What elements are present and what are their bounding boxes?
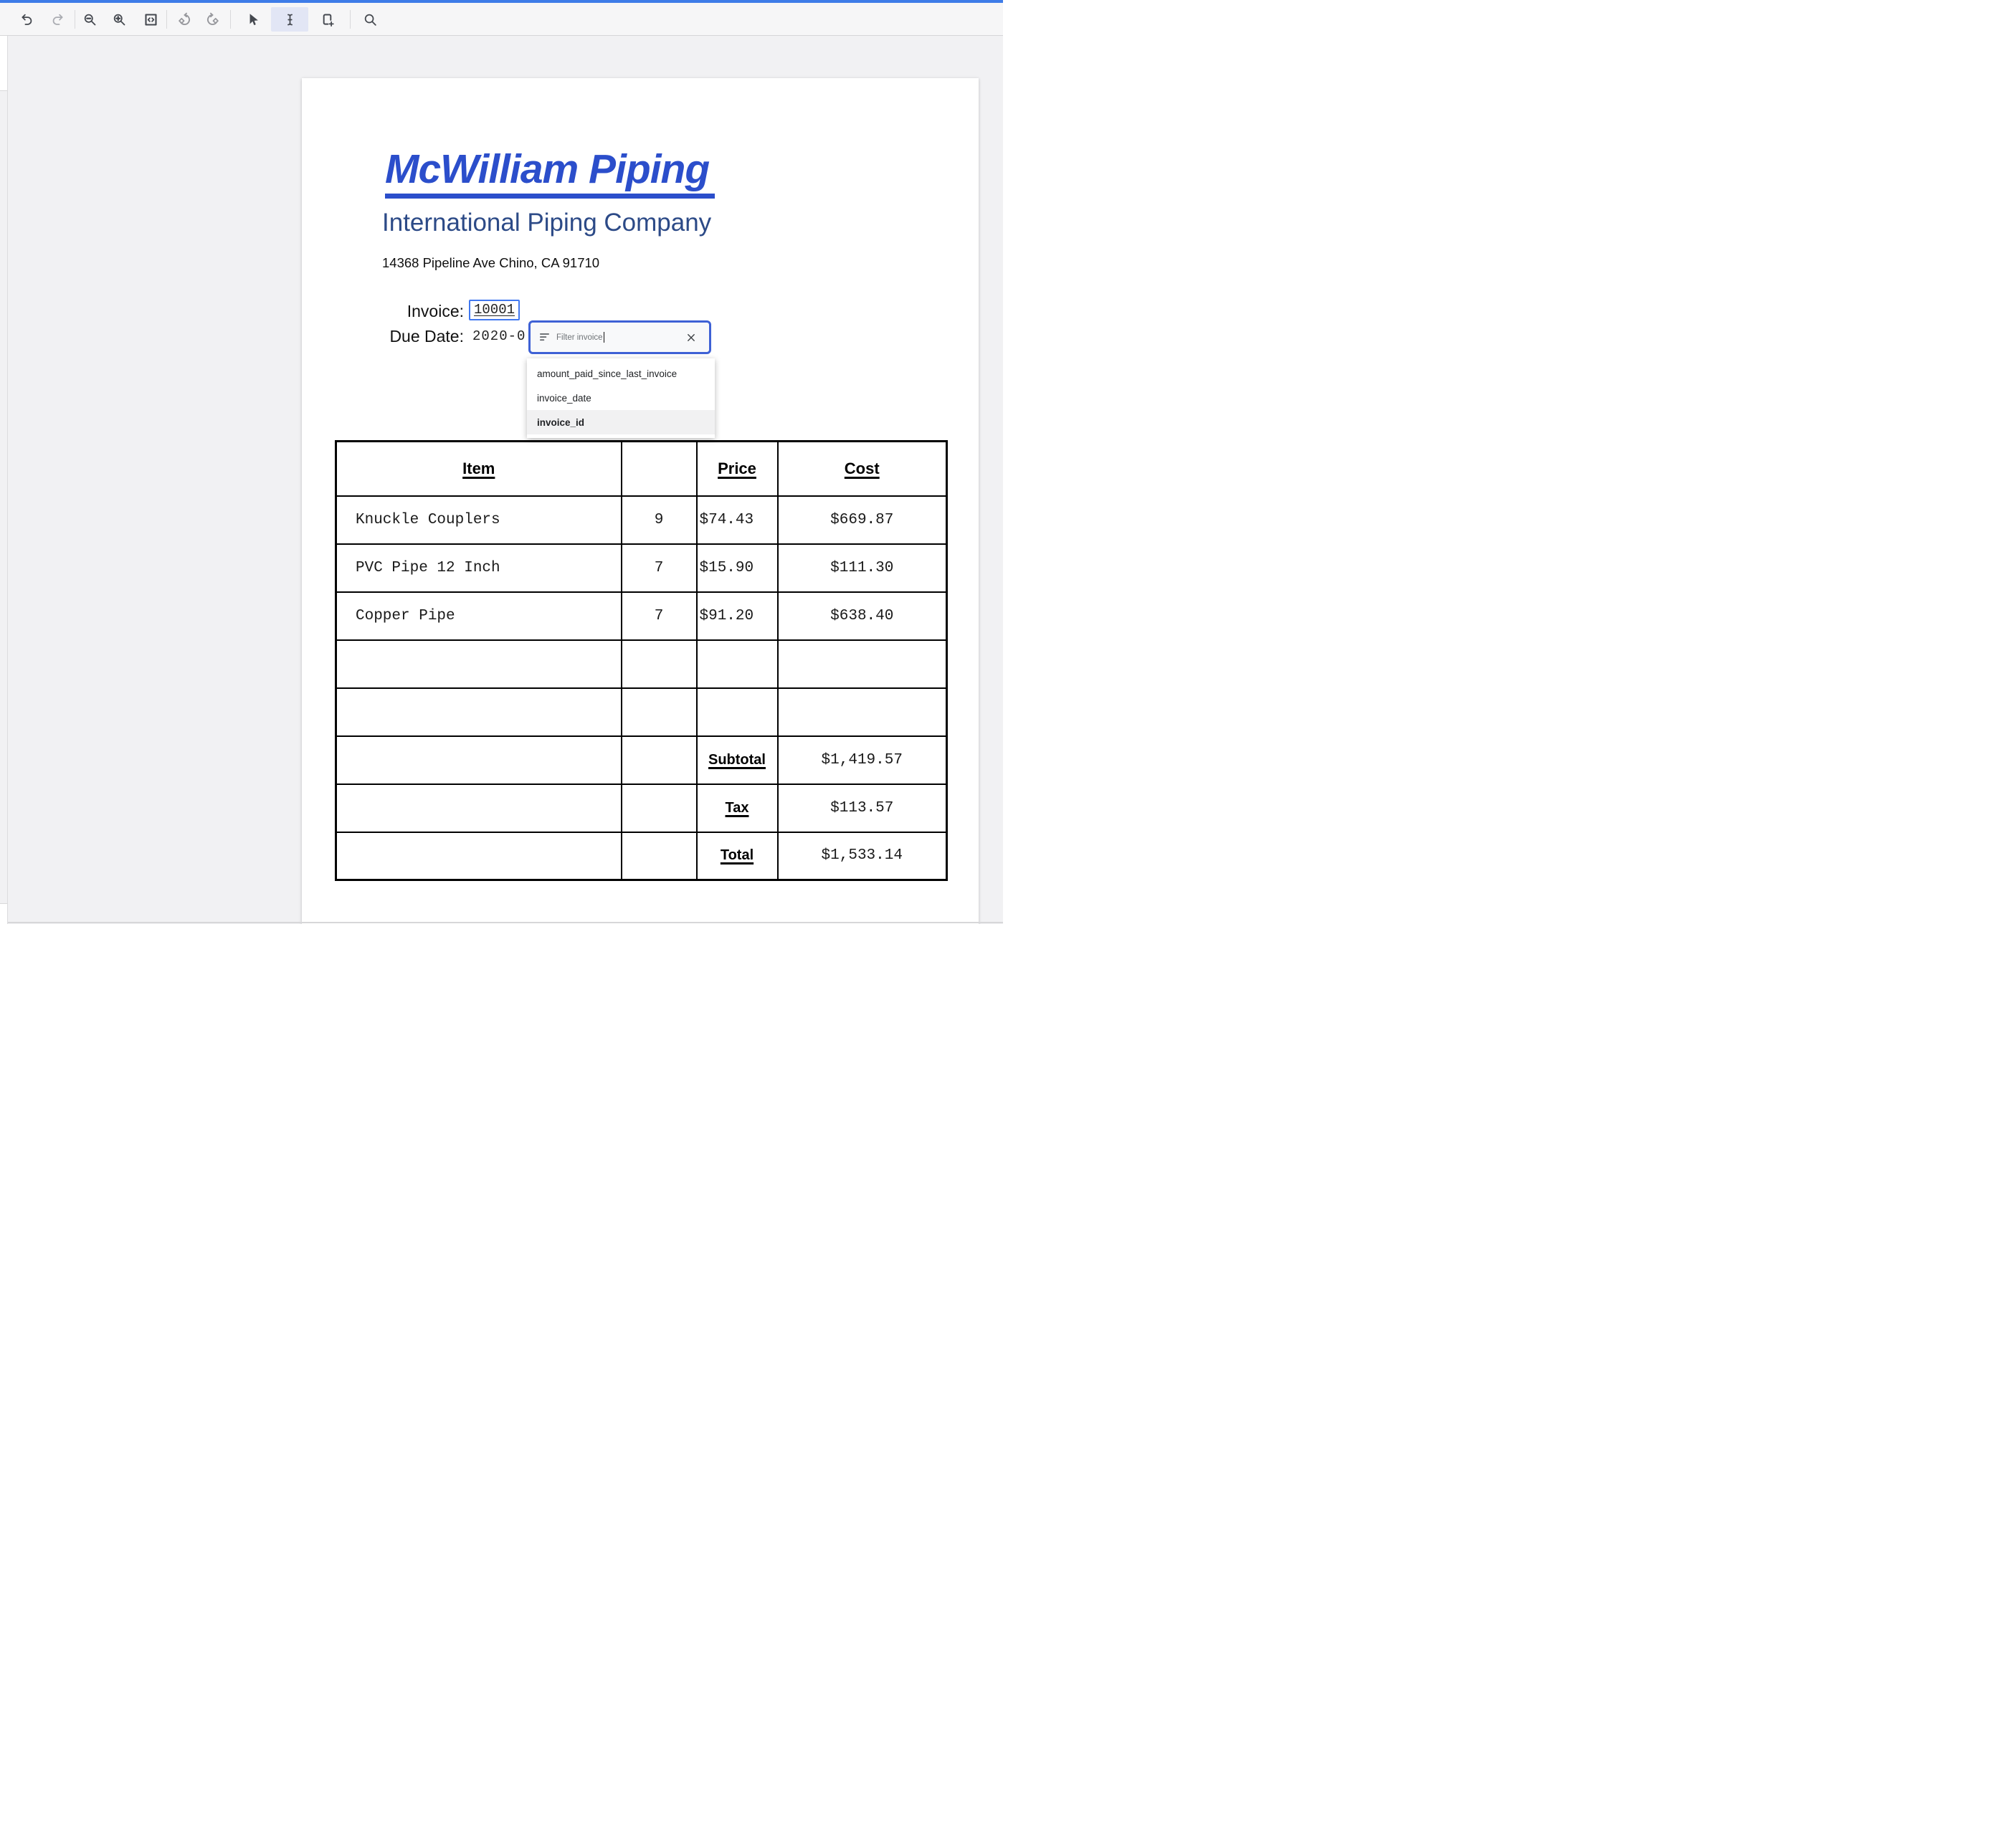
toolbar-divider [350,10,351,29]
toolbar-divider [230,10,231,29]
cell-qty: 7 [620,591,698,641]
zoom-out-button[interactable] [77,7,102,32]
zoom-in-button[interactable] [107,7,131,32]
cell-price [695,639,779,689]
cell-cost: $638.40 [776,591,948,641]
tax-label: Tax [695,783,779,833]
snip-region-button[interactable] [315,7,339,32]
cell-item: Knuckle Couplers [335,495,622,545]
due-date-label: Due Date: [389,327,464,346]
cell-price: $74.43 [695,495,779,545]
invoice-table: Item Price Cost Knuckle Couplers 9 $74.4… [335,440,948,881]
header-qty [620,440,698,497]
text-cursor-icon [287,14,293,25]
cell-empty [335,783,622,833]
scrollbar-thumb[interactable] [0,903,7,924]
redo-icon [52,14,62,25]
invoice-number-value: 10001 [474,302,515,318]
filter-input[interactable]: Filter invoice [556,333,603,342]
cell-price [695,687,779,737]
filter-suggestions-dropdown: amount_paid_since_last_invoice invoice_d… [527,358,715,438]
toolbar [0,3,1003,36]
zoom-in-icon [113,14,125,25]
rotate-left-icon [178,12,190,25]
search-button[interactable] [358,7,382,32]
cell-cost: $669.87 [776,495,948,545]
tax-value: $113.57 [776,783,948,833]
total-label: Total [695,831,779,881]
text-caret [603,332,605,343]
cell-cost: $111.30 [776,543,948,593]
invoice-label: Invoice: [407,302,464,320]
cell-empty [620,735,698,785]
total-value: $1,533.14 [776,831,948,881]
table-row [335,639,948,689]
summary-row: Total $1,533.14 [335,831,948,881]
rotate-right-button[interactable] [200,7,224,32]
option-amount-paid-since-last-invoice[interactable]: amount_paid_since_last_invoice [537,368,678,379]
cell-qty: 7 [620,543,698,593]
table-row [335,687,948,737]
table-row: PVC Pipe 12 Inch 7 $15.90 $111.30 [335,543,948,593]
option-invoice-date[interactable]: invoice_date [537,392,591,404]
toolbar-divider [166,10,167,29]
cell-price: $15.90 [695,543,779,593]
table-header-row: Item Price Cost [335,440,948,497]
fit-embed-button[interactable] [138,7,163,32]
document-canvas: McWilliam Piping International Piping Co… [0,36,1003,924]
cursor-icon [249,13,258,25]
code-square-icon [144,13,157,26]
cell-qty: 9 [620,495,698,545]
header-item: Item [335,440,622,497]
window-accent-bar [0,0,1003,3]
undo-icon [22,14,32,25]
table-row: Knuckle Couplers 9 $74.43 $669.87 [335,495,948,545]
scrollbar-thumb[interactable] [0,36,7,91]
cell-item [335,639,622,689]
option-invoice-id[interactable]: invoice_id [527,410,715,434]
summary-row: Subtotal $1,419.57 [335,735,948,785]
horizontal-scrollbar[interactable] [8,922,1003,923]
header-cost: Cost [776,440,948,497]
close-filter-button[interactable] [683,330,699,346]
select-cursor-button[interactable] [240,7,265,32]
search-icon [364,14,376,26]
redo-button[interactable] [45,7,70,32]
cell-qty [620,687,698,737]
document-viewer-app: McWilliam Piping International Piping Co… [0,0,1003,924]
cell-price: $91.20 [695,591,779,641]
cell-cost [776,639,948,689]
cell-item: PVC Pipe 12 Inch [335,543,622,593]
table-row: Copper Pipe 7 $91.20 $638.40 [335,591,948,641]
invoice-page: McWilliam Piping International Piping Co… [302,78,979,924]
company-address: 14368 Pipeline Ave Chino, CA 91710 [382,255,600,270]
company-title: McWilliam Piping [385,147,716,199]
subtotal-label: Subtotal [695,735,779,785]
cell-empty [335,735,622,785]
rotate-left-button[interactable] [172,7,196,32]
cell-empty [620,831,698,881]
rotate-right-icon [206,12,219,25]
text-select-button[interactable] [271,7,308,32]
filter-popup[interactable]: Filter invoice [528,320,711,354]
cell-empty [620,783,698,833]
company-subtitle: International Piping Company [382,209,712,237]
due-date-value: 2020-0 [472,328,526,344]
snip-plus-icon [323,14,334,27]
cell-empty [335,831,622,881]
cell-qty [620,639,698,689]
invoice-number-field[interactable]: 10001 [469,300,520,320]
subtotal-value: $1,419.57 [776,735,948,785]
zoom-out-icon [84,14,95,25]
vertical-scrollbar[interactable] [0,36,8,924]
cell-item [335,687,622,737]
cell-item: Copper Pipe [335,591,622,641]
cell-cost [776,687,948,737]
summary-row: Tax $113.57 [335,783,948,833]
filter-icon [539,333,550,341]
undo-button[interactable] [14,7,39,32]
header-price: Price [695,440,779,497]
close-icon [688,333,695,341]
